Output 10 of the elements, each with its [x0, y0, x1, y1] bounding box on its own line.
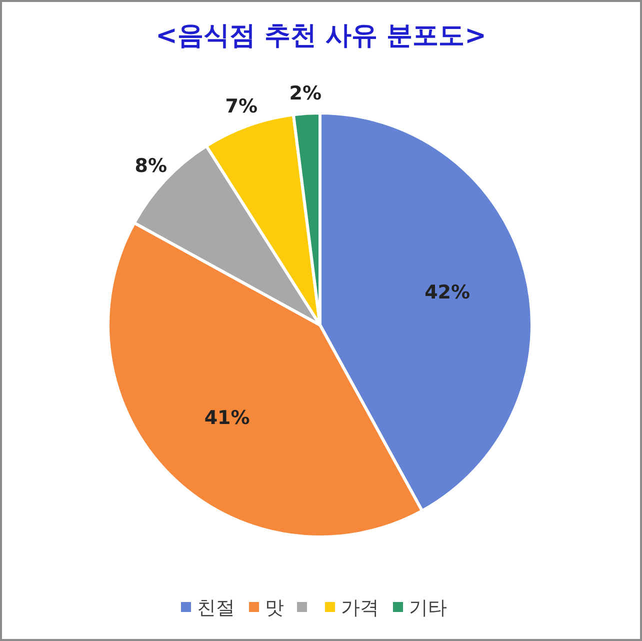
legend-label: 기타 [409, 597, 447, 619]
data-label: 2% [289, 82, 322, 104]
legend-label: 친절 [197, 597, 235, 619]
chart-title: <음식점 추천 사유 분포도> [156, 21, 486, 51]
data-label: 42% [424, 281, 470, 304]
legend-label: 맛 [265, 597, 284, 619]
data-label: 7% [225, 96, 258, 118]
data-label: 8% [134, 155, 168, 178]
data-label: 41% [204, 406, 250, 429]
legend-label: 가격 [341, 597, 379, 619]
